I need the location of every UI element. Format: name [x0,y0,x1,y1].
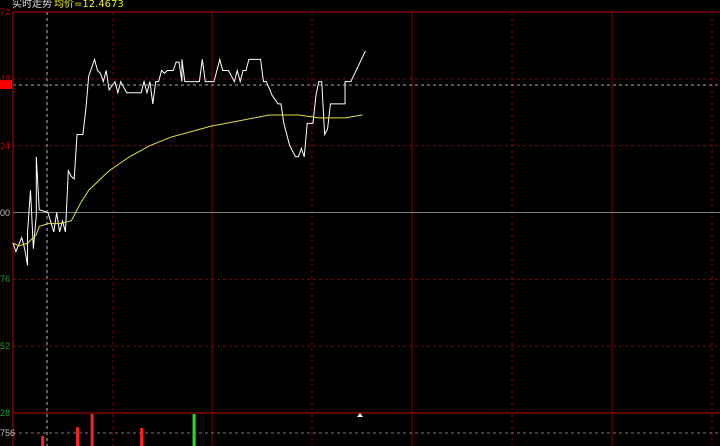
volume-bar [192,414,196,446]
avg-price-label: 均价=12.4673 [54,0,124,10]
volume-tick-label: 756 [0,428,16,438]
volume-bar [140,427,144,446]
chart-title-text: 实时走势 [12,0,52,10]
time-marker-icon [357,413,363,417]
y-tick-label: 52 [0,341,11,352]
avg-price-line [12,114,363,247]
chart-title: 实时走势 均价=12.4673 [12,0,124,10]
y-tick-label: 48 [0,73,11,84]
y-tick-label: 00 [0,207,11,218]
volume-bar [90,414,94,446]
y-tick-label: 72 [0,7,11,17]
volume-bar [41,436,45,446]
volume-bar [76,427,80,446]
last-price-marker [0,80,12,89]
price-line [12,50,366,266]
y-tick-label: 76 [0,274,11,285]
y-tick-label: 24 [0,140,11,151]
y-tick-label: 28 [0,408,11,418]
